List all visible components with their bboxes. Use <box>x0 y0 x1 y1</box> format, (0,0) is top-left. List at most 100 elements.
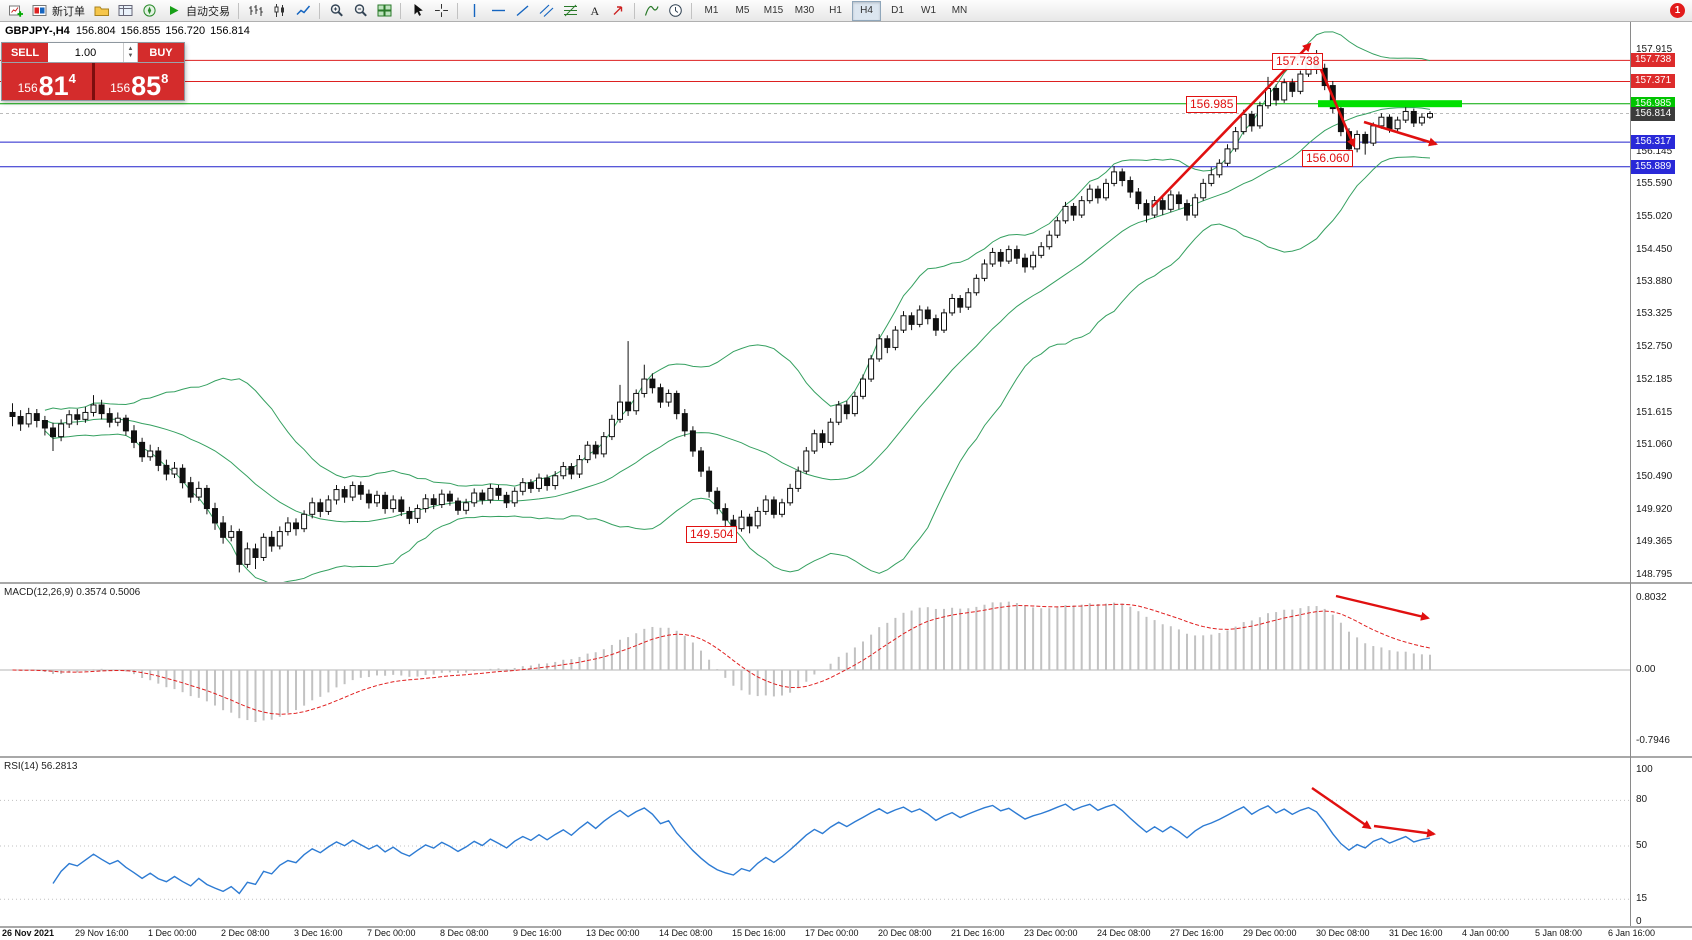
timeframe-button-h4[interactable]: H4 <box>852 0 881 21</box>
timeframe-button-mn[interactable]: MN <box>951 5 968 16</box>
price-chart-panel[interactable]: GBPJPY-,H4 156.804 156.855 156.720 156.814 S… <box>0 22 1630 582</box>
price-axis-label: 150.490 <box>1636 471 1673 483</box>
text-icon: A <box>587 3 602 18</box>
candle-body <box>357 485 364 495</box>
toolbar-button-market-watch[interactable] <box>113 0 137 22</box>
toolbar-button-text-tool[interactable]: A <box>582 0 606 22</box>
toolbar-button-navigator[interactable] <box>137 0 161 22</box>
rsi-trend-arrow[interactable] <box>1373 824 1436 838</box>
toolbar-button-indicators[interactable] <box>639 0 663 22</box>
candle-body <box>365 493 372 504</box>
candle-body <box>544 477 551 487</box>
macd-panel[interactable]: MACD(12,26,9) 0.3574 0.5006 <box>0 584 1630 756</box>
toolbar-button-new-order[interactable] <box>27 0 51 22</box>
time-axis-label: 31 Dec 16:00 <box>1389 928 1443 938</box>
timeframe-button-m5[interactable]: M5 <box>735 5 750 16</box>
toolbar-button-arrows-tool[interactable] <box>606 0 630 22</box>
candle-body <box>1273 87 1280 101</box>
price-annotation-label[interactable]: 149.504 <box>686 526 738 543</box>
toolbar-button-candlestick-mode[interactable] <box>267 0 291 22</box>
candle-body <box>179 467 186 484</box>
toolbar-button-zoom-in[interactable] <box>324 0 348 22</box>
panel-separator[interactable] <box>0 926 1692 928</box>
trend-arrow[interactable] <box>1363 120 1438 147</box>
timeframe-button-m1[interactable]: M1 <box>704 5 719 16</box>
panel-separator[interactable] <box>0 582 1692 584</box>
candle-body <box>641 378 648 394</box>
timeframe-button-d1[interactable]: D1 <box>891 5 904 16</box>
candle-body <box>584 444 591 461</box>
rsi-trend-arrow[interactable] <box>1311 787 1372 830</box>
candle-body <box>1127 180 1134 193</box>
macd-axis-label: 0.00 <box>1636 664 1656 675</box>
timeframe-button-m15[interactable]: M15 <box>763 5 784 16</box>
toolbar-button-horizontal-line-tool[interactable] <box>486 0 510 22</box>
price-annotation-label[interactable]: 157.738 <box>1272 53 1324 70</box>
volume-up-icon[interactable]: ▲ <box>127 45 134 52</box>
toolbar-button-tile-windows[interactable] <box>372 0 396 22</box>
volume-spinner[interactable]: ▲ ▼ <box>123 43 138 62</box>
candle-body <box>973 277 980 294</box>
toolbar-button-zoom-out[interactable] <box>348 0 372 22</box>
timeframe-button-w1[interactable]: W1 <box>921 5 936 16</box>
rsi-panel[interactable]: RSI(14) 56.2813 <box>0 758 1630 926</box>
toolbar-button-periods[interactable] <box>663 0 687 22</box>
bollinger-upper-band[interactable] <box>44 31 1431 487</box>
toolbar-button-trendline-tool[interactable] <box>510 0 534 22</box>
macd-trend-arrow[interactable] <box>1335 594 1430 621</box>
candle-body <box>382 494 389 510</box>
toolbar-button-line-chart-mode[interactable] <box>291 0 315 22</box>
candle-body <box>1200 182 1207 199</box>
price-chart-canvas[interactable] <box>0 22 1630 582</box>
volume-down-icon[interactable]: ▼ <box>127 52 134 59</box>
panel-separator[interactable] <box>0 756 1692 758</box>
candle-body <box>1256 105 1263 127</box>
timeframe-button-h1[interactable]: H1 <box>829 5 842 16</box>
timeframe-button-m30[interactable]: M30 <box>794 5 815 16</box>
rsi-label: RSI(14) 56.2813 <box>4 761 78 772</box>
macd-axis-label: -0.7946 <box>1636 735 1670 747</box>
buy-price-big: 85 <box>131 70 162 101</box>
trend-arrow[interactable] <box>1314 57 1356 148</box>
buy-button[interactable]: BUY <box>138 43 184 62</box>
toolbar-button-vertical-line-tool[interactable] <box>462 0 486 22</box>
candle-body <box>349 485 356 498</box>
toolbar-separator <box>457 2 458 19</box>
candle-body <box>1167 194 1174 210</box>
candle-body <box>1248 113 1255 127</box>
price-annotation-label[interactable]: 156.985 <box>1186 96 1238 113</box>
green-level-zone[interactable] <box>1318 100 1462 108</box>
time-axis[interactable]: 26 Nov 2021 29 Nov 16:00 1 Dec 00:00 2 Dec … <box>0 928 1692 940</box>
candle-body <box>560 466 567 477</box>
candle-body <box>600 436 607 455</box>
toolbar-button-fibonacci-tool[interactable] <box>558 0 582 22</box>
sell-button[interactable]: SELL <box>2 43 48 62</box>
toolbar-button-cursor-tool[interactable] <box>405 0 429 22</box>
toolbar-button-channel-tool[interactable] <box>534 0 558 22</box>
toolbar-button-profiles[interactable] <box>89 0 113 22</box>
candle-body <box>754 510 761 527</box>
bollinger-middle-band[interactable] <box>44 107 1431 523</box>
bollinger-lower-band[interactable] <box>44 156 1431 582</box>
buy-price[interactable]: 156 85 8 <box>94 63 184 101</box>
price-annotation-label[interactable]: 156.060 <box>1302 150 1354 167</box>
buy-price-prefix: 156 <box>110 81 131 95</box>
candle-body <box>1070 205 1077 216</box>
notification-badge[interactable]: 1 <box>1670 3 1685 18</box>
new-order-icon <box>32 3 47 18</box>
candle-body <box>333 489 340 501</box>
volume-input[interactable]: 1.00 <box>48 43 123 62</box>
toolbar-button-crosshair-tool[interactable] <box>429 0 453 22</box>
price-axis-label: 148.795 <box>1636 569 1673 581</box>
macd-axis-label: 0.8032 <box>1636 592 1667 604</box>
toolbar-button-bar-chart-mode[interactable] <box>243 0 267 22</box>
sell-price[interactable]: 156 81 4 <box>2 63 92 100</box>
macd-canvas[interactable] <box>0 584 1630 756</box>
candle-body <box>1038 246 1045 256</box>
trend-arrow[interactable] <box>1151 42 1312 208</box>
candle-body <box>244 548 251 565</box>
toolbar-button-autotrading[interactable] <box>161 0 185 22</box>
bar-chart-icon <box>248 3 263 18</box>
rsi-canvas[interactable] <box>0 758 1630 926</box>
toolbar-button-new-chart[interactable] <box>3 0 27 22</box>
